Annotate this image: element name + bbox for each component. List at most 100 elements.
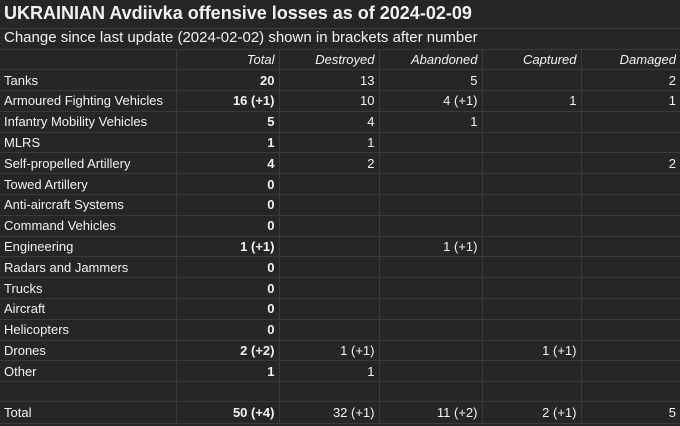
cell-damaged[interactable]	[581, 256, 680, 279]
cell-captured[interactable]	[482, 381, 582, 403]
cell-damaged[interactable]	[581, 360, 680, 383]
cell-label[interactable]: Aircraft	[0, 298, 177, 320]
cell-total[interactable]: 2 (+2)	[176, 340, 280, 362]
cell-captured[interactable]	[482, 256, 582, 279]
cell-abandoned[interactable]: 5	[379, 69, 483, 92]
cell-total[interactable]: 0	[176, 298, 280, 320]
cell-abandoned[interactable]	[379, 173, 483, 196]
header-captured[interactable]: Captured	[482, 49, 582, 71]
cell-abandoned[interactable]	[379, 132, 483, 154]
cell-label[interactable]: Radars and Jammers	[0, 256, 177, 279]
cell-damaged[interactable]	[581, 298, 680, 320]
cell-label[interactable]: Drones	[0, 340, 177, 362]
cell-total[interactable]: 0	[176, 215, 280, 237]
cell-captured[interactable]	[482, 277, 582, 300]
cell-total[interactable]: 4	[176, 152, 280, 175]
cell-abandoned[interactable]	[379, 319, 483, 341]
cell-captured[interactable]	[482, 69, 582, 92]
cell-destroyed[interactable]: 32 (+1)	[279, 401, 380, 425]
cell-destroyed[interactable]	[279, 236, 380, 258]
cell-captured[interactable]: 2 (+1)	[482, 401, 582, 425]
cell-label[interactable]: Towed Artillery	[0, 173, 177, 196]
cell-damaged[interactable]: 1	[581, 90, 680, 112]
cell-damaged[interactable]	[581, 381, 680, 403]
cell-total[interactable]: 1	[176, 360, 280, 383]
title-row[interactable]: UKRAINIAN Avdiivka offensive losses as o…	[0, 0, 680, 29]
cell-abandoned[interactable]	[379, 381, 483, 403]
cell-destroyed[interactable]: 1	[279, 132, 380, 154]
cell-captured[interactable]	[482, 360, 582, 383]
cell-damaged[interactable]	[581, 215, 680, 237]
cell-captured[interactable]	[482, 236, 582, 258]
cell-damaged[interactable]: 5	[581, 401, 680, 425]
cell-label[interactable]: Anti-aircraft Systems	[0, 194, 177, 216]
cell-damaged[interactable]	[581, 194, 680, 216]
cell-label[interactable]: Trucks	[0, 277, 177, 300]
cell-captured[interactable]: 1 (+1)	[482, 340, 582, 362]
cell-destroyed[interactable]	[279, 381, 380, 403]
cell-damaged[interactable]: 2	[581, 152, 680, 175]
header-abandoned[interactable]: Abandoned	[379, 49, 483, 71]
cell-label[interactable]: Other	[0, 360, 177, 383]
cell-captured[interactable]	[482, 132, 582, 154]
cell-damaged[interactable]	[581, 132, 680, 154]
subtitle-row[interactable]: Change since last update (2024-02-02) sh…	[0, 28, 680, 50]
cell-destroyed[interactable]	[279, 277, 380, 300]
cell-label[interactable]: Infantry Mobility Vehicles	[0, 111, 177, 133]
cell-destroyed[interactable]	[279, 194, 380, 216]
cell-abandoned[interactable]: 4 (+1)	[379, 90, 483, 112]
cell-label[interactable]	[0, 381, 177, 403]
cell-captured[interactable]	[482, 173, 582, 196]
header-destroyed[interactable]: Destroyed	[279, 49, 380, 71]
header-damaged[interactable]: Damaged	[581, 49, 680, 71]
cell-total[interactable]: 16 (+1)	[176, 90, 280, 112]
cell-captured[interactable]	[482, 111, 582, 133]
cell-destroyed[interactable]: 1 (+1)	[279, 340, 380, 362]
header-label[interactable]	[0, 49, 177, 71]
cell-total[interactable]: 0	[176, 194, 280, 216]
cell-destroyed[interactable]: 1	[279, 360, 380, 383]
cell-damaged[interactable]	[581, 277, 680, 300]
cell-captured[interactable]: 1	[482, 90, 582, 112]
cell-total[interactable]: 0	[176, 277, 280, 300]
cell-label[interactable]: Tanks	[0, 69, 177, 92]
cell-abandoned[interactable]	[379, 256, 483, 279]
cell-damaged[interactable]	[581, 173, 680, 196]
cell-label[interactable]: Engineering	[0, 236, 177, 258]
cell-captured[interactable]	[482, 152, 582, 175]
cell-destroyed[interactable]	[279, 173, 380, 196]
cell-destroyed[interactable]: 2	[279, 152, 380, 175]
cell-total[interactable]: 20	[176, 69, 280, 92]
cell-abandoned[interactable]	[379, 152, 483, 175]
cell-total[interactable]: 50 (+4)	[176, 401, 280, 425]
cell-label[interactable]: Helicopters	[0, 319, 177, 341]
cell-damaged[interactable]	[581, 340, 680, 362]
cell-total[interactable]: 0	[176, 173, 280, 196]
cell-destroyed[interactable]: 4	[279, 111, 380, 133]
cell-total[interactable]: 5	[176, 111, 280, 133]
cell-abandoned[interactable]	[379, 215, 483, 237]
cell-abandoned[interactable]: 1	[379, 111, 483, 133]
cell-destroyed[interactable]	[279, 298, 380, 320]
cell-total[interactable]: 1 (+1)	[176, 236, 280, 258]
cell-label[interactable]: Command Vehicles	[0, 215, 177, 237]
header-total[interactable]: Total	[176, 49, 280, 71]
cell-abandoned[interactable]	[379, 360, 483, 383]
cell-label[interactable]: Armoured Fighting Vehicles	[0, 90, 177, 112]
cell-damaged[interactable]	[581, 236, 680, 258]
cell-damaged[interactable]	[581, 111, 680, 133]
cell-damaged[interactable]: 2	[581, 69, 680, 92]
cell-abandoned[interactable]	[379, 277, 483, 300]
cell-captured[interactable]	[482, 215, 582, 237]
cell-label[interactable]: Self-propelled Artillery	[0, 152, 177, 175]
cell-destroyed[interactable]: 10	[279, 90, 380, 112]
cell-abandoned[interactable]	[379, 340, 483, 362]
cell-total[interactable]: 1	[176, 132, 280, 154]
cell-abandoned[interactable]	[379, 298, 483, 320]
cell-label[interactable]: MLRS	[0, 132, 177, 154]
cell-captured[interactable]	[482, 298, 582, 320]
cell-destroyed[interactable]	[279, 256, 380, 279]
cell-label[interactable]: Total	[0, 401, 177, 425]
cell-abandoned[interactable]	[379, 194, 483, 216]
cell-captured[interactable]	[482, 194, 582, 216]
